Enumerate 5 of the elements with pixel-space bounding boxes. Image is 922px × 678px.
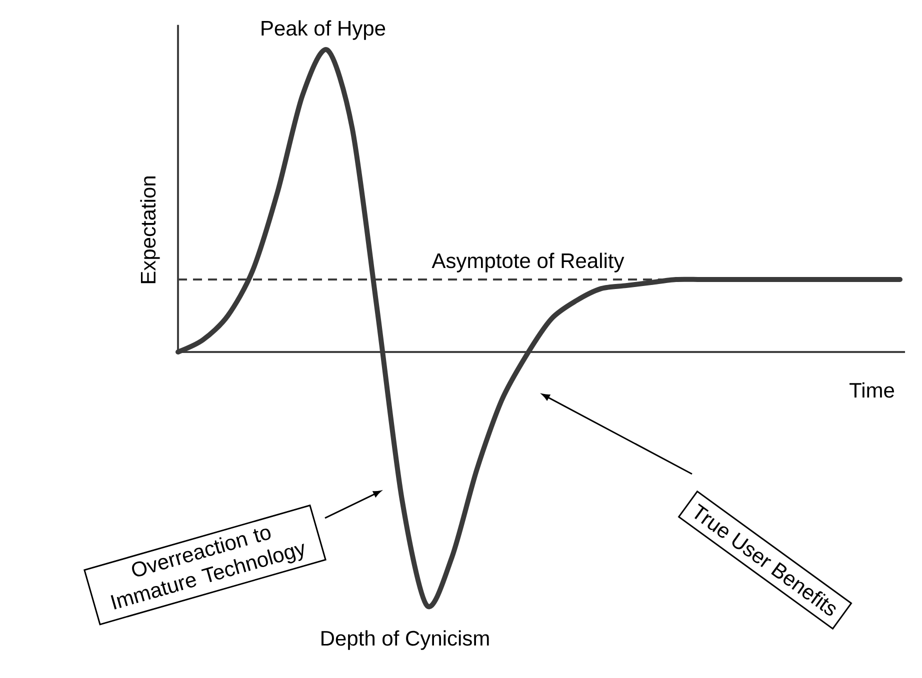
text: Depth of Cynicism [322, 630, 489, 650]
ref-line-label: Asymptote of Reality [432, 252, 624, 272]
y-axis-title: Expectation [140, 176, 160, 284]
text: Peak of Hype [262, 20, 386, 40]
x-axis-title: Time [850, 382, 894, 398]
